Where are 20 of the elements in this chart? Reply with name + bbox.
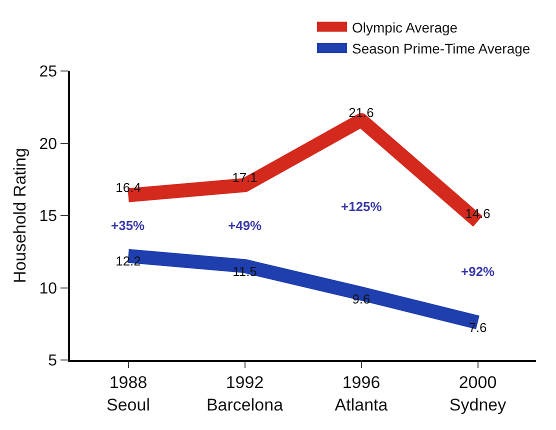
data-label: 21.6 bbox=[348, 104, 374, 120]
x-tick-label: 1992 Barcelona bbox=[206, 373, 284, 414]
y-axis-title: Household Rating bbox=[10, 148, 30, 284]
x-tick-label: 1988 Seoul bbox=[106, 373, 150, 414]
y-tick-label: 20 bbox=[39, 136, 58, 153]
legend-label: Olympic Average bbox=[352, 19, 458, 36]
y-tick-label: 25 bbox=[39, 64, 58, 81]
data-label: 7.6 bbox=[468, 320, 487, 336]
annotation: +92% bbox=[461, 264, 496, 279]
x-tick-label: 1996 Atlanta bbox=[334, 373, 388, 414]
y-tick-label: 15 bbox=[39, 208, 58, 226]
x-tick-label: 2000 Sydney bbox=[449, 373, 507, 414]
y-tick-label: 5 bbox=[48, 352, 58, 370]
legend-label: Season Prime-Time Average bbox=[352, 40, 530, 56]
annotation: +49% bbox=[228, 218, 262, 233]
data-label: 16.4 bbox=[116, 180, 141, 196]
y-tick-label: 10 bbox=[39, 280, 58, 298]
data-label: 12.2 bbox=[116, 254, 141, 269]
annotation: +125% bbox=[341, 199, 382, 214]
annotation: +35% bbox=[111, 218, 146, 233]
